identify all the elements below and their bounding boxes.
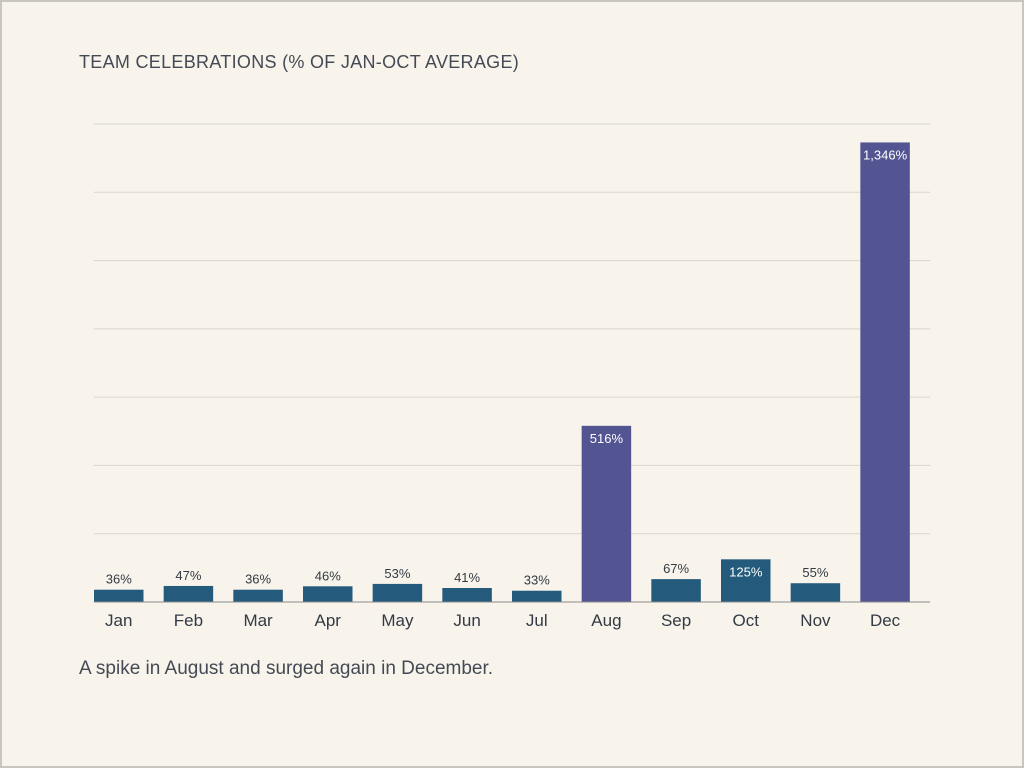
bar-feb [163,585,214,602]
bar-sep [651,579,701,602]
x-tick-mar: Mar [243,611,273,630]
x-tick-feb: Feb [174,611,203,630]
x-tick-nov: Nov [800,611,831,630]
data-label-may: 53% [384,566,410,581]
bar-jun [442,588,492,602]
bar-dec [860,142,910,603]
data-label-apr: 46% [315,568,341,583]
x-tick-apr: Apr [315,611,342,630]
data-label-jun: 41% [454,570,480,585]
x-tick-sep: Sep [661,611,691,630]
x-tick-jun: Jun [453,611,480,630]
x-tick-oct: Oct [733,611,760,630]
data-label-mar: 36% [245,572,271,587]
x-tick-jan: Jan [105,611,132,630]
bar-jan [94,589,144,602]
x-tick-may: May [381,611,414,630]
data-label-oct: 125% [729,564,763,579]
data-label-jul: 33% [524,573,550,588]
bar-may [372,583,423,602]
data-label-aug: 516% [590,431,624,446]
bar-oct [721,559,771,602]
bar-apr [303,586,353,602]
x-tick-jul: Jul [526,611,548,630]
chart-title: TEAM CELEBRATIONS (% OF JAN-OCT AVERAGE) [79,52,520,72]
data-label-sep: 67% [663,561,689,576]
bar-aug [581,425,632,602]
bar-mar [233,589,283,602]
x-tick-aug: Aug [591,611,621,630]
x-tick-dec: Dec [870,611,901,630]
chart-caption: A spike in August and surged again in De… [79,658,494,679]
data-label-nov: 55% [802,565,828,580]
bar-nov [790,583,841,602]
data-label-jan: 36% [106,572,132,587]
data-label-feb: 47% [175,568,201,583]
data-label-dec: 1,346% [863,147,908,162]
bar-jul [512,590,562,602]
